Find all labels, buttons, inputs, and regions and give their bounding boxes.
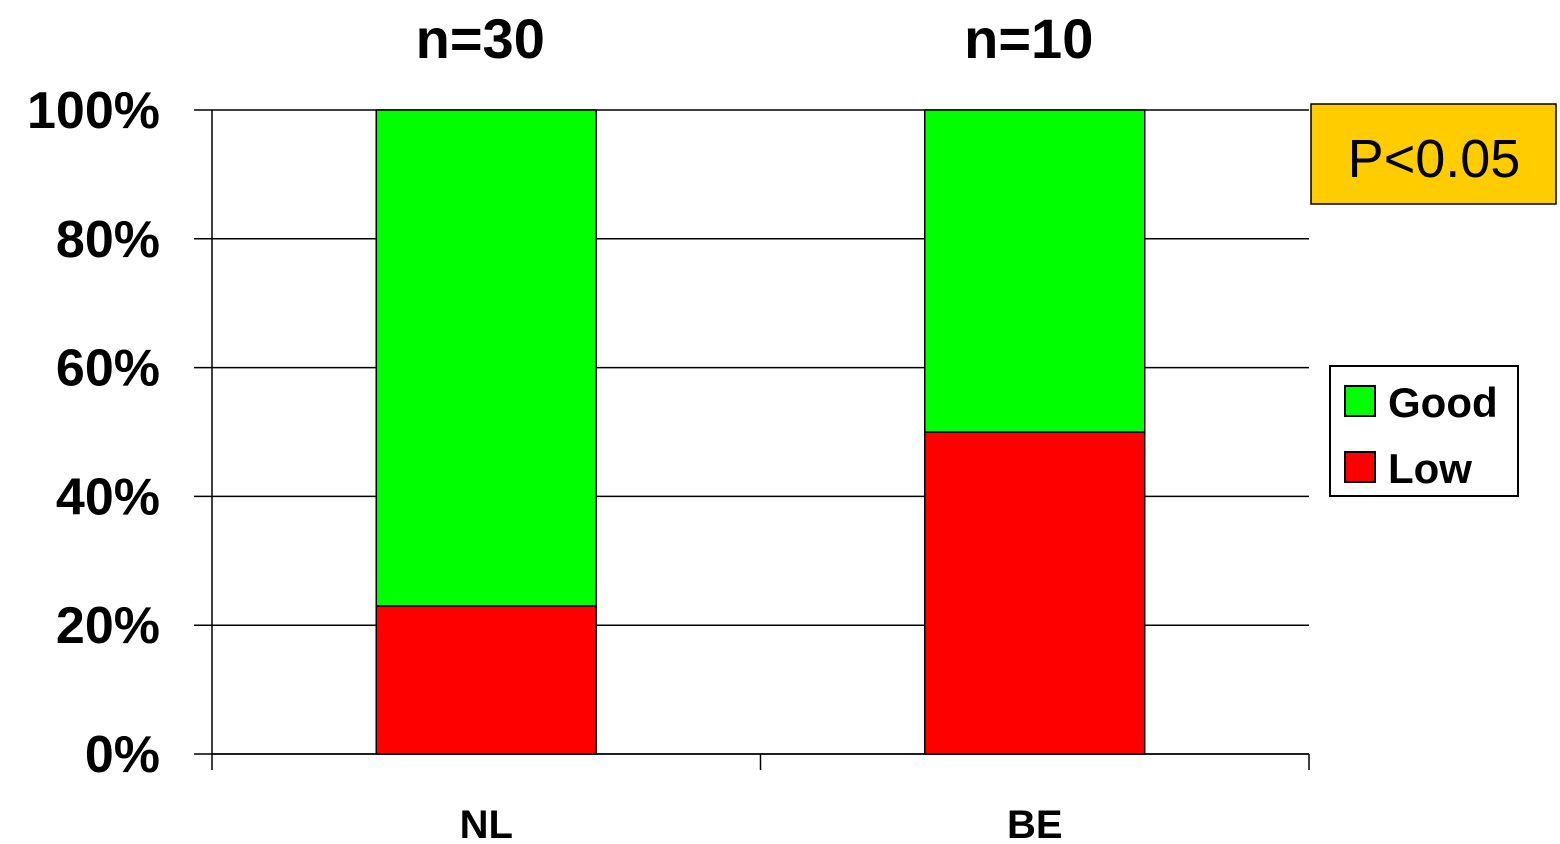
legend-swatch-good [1344,385,1376,417]
p-value-box [1310,103,1557,205]
bars [375,109,1146,755]
legend-swatch-low [1344,451,1376,483]
y-tick-label: 0% [85,726,160,784]
x-tick-label: BE [1007,803,1063,844]
axes [211,110,1310,770]
legend: Good Low [1329,365,1519,497]
p-value-annotation: P<0.05 [1310,103,1557,205]
bar-segment-good-nl [375,109,597,607]
legend-label-good: Good [1388,379,1498,426]
sample-size-label: n=10 [964,7,1093,70]
y-tick-label: 100% [27,82,160,140]
bar-segment-low-nl [375,605,597,755]
y-tick-label: 60% [56,340,160,398]
legend-label-low: Low [1388,445,1472,492]
bar-segment-low-be [924,431,1146,755]
sample-size-labels: n=30 n=10 [416,7,1094,70]
x-axis-category-labels: NL BE [460,803,1063,844]
y-tick-label: 20% [56,597,160,655]
y-tick-label: 80% [56,211,160,269]
p-value-text: P<0.05 [1348,129,1521,189]
sample-size-label: n=30 [416,7,545,70]
bar-segment-good-be [924,109,1146,433]
x-tick-label: NL [460,803,513,844]
y-tick-label: 40% [56,468,160,526]
y-axis-tick-labels: 0% 20% 40% 60% 80% 100% [27,82,160,784]
